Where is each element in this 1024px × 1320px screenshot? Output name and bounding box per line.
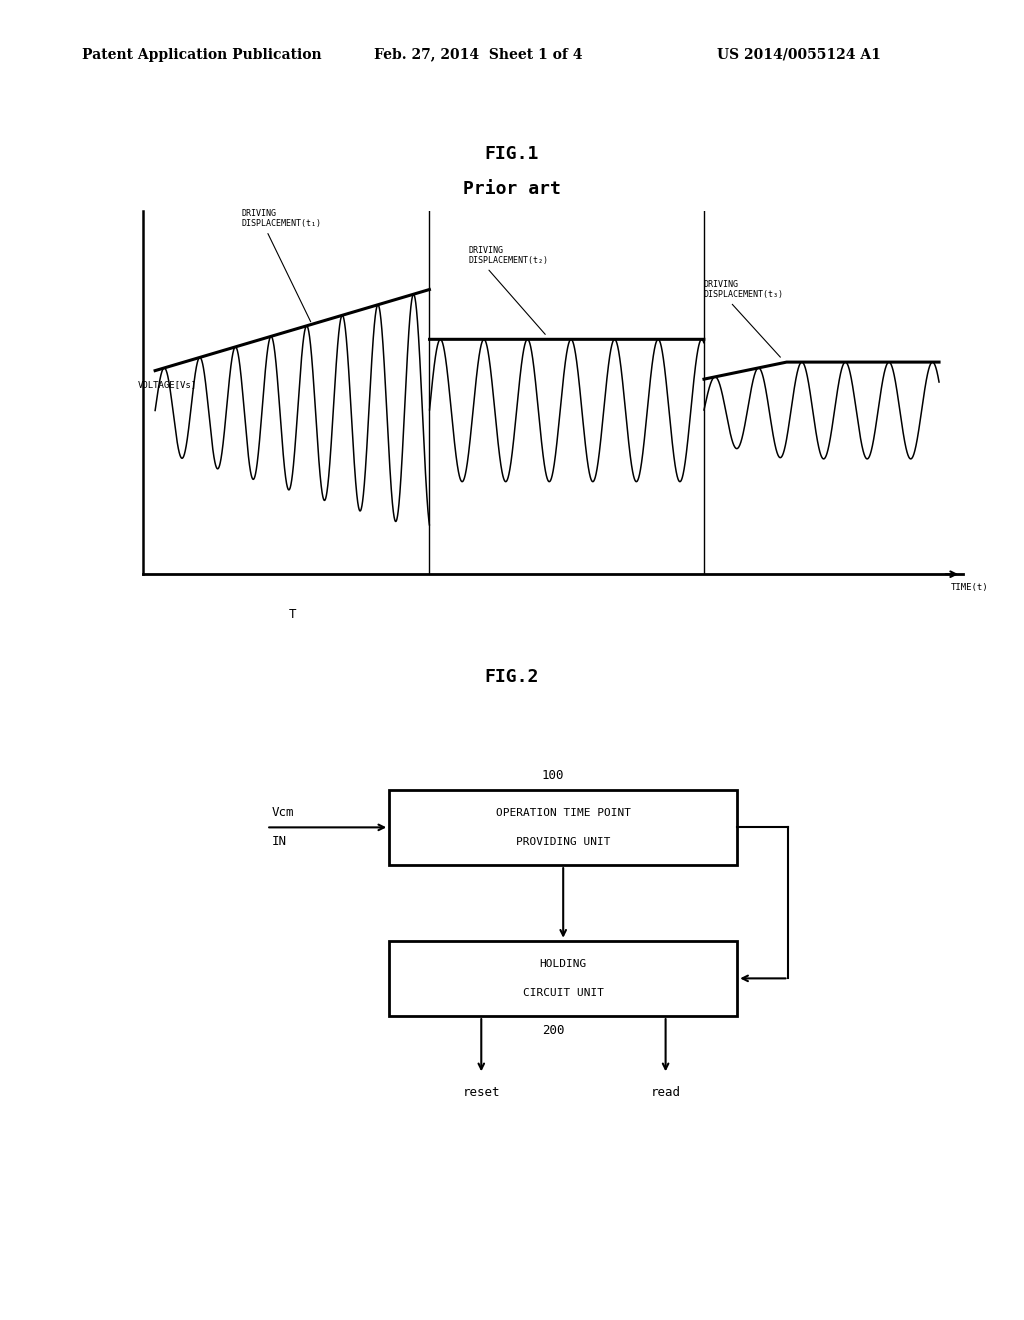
Text: IN: IN — [271, 836, 287, 849]
Text: reset: reset — [463, 1086, 500, 1098]
Bar — [389, 789, 737, 865]
Text: DRIVING
DISPLACEMENT(t₁): DRIVING DISPLACEMENT(t₁) — [242, 209, 322, 322]
Text: PROVIDING UNIT: PROVIDING UNIT — [516, 837, 610, 847]
Text: Vcm: Vcm — [271, 807, 294, 820]
Text: FIG.2: FIG.2 — [484, 668, 540, 686]
Text: HOLDING: HOLDING — [540, 958, 587, 969]
Text: Patent Application Publication: Patent Application Publication — [82, 48, 322, 62]
Text: read: read — [650, 1086, 681, 1098]
Text: OPERATION TIME POINT: OPERATION TIME POINT — [496, 808, 631, 818]
Text: VOLTAGE[Vs]: VOLTAGE[Vs] — [138, 380, 197, 389]
Text: DRIVING
DISPLACEMENT(t₃): DRIVING DISPLACEMENT(t₃) — [703, 280, 783, 358]
Text: Prior art: Prior art — [463, 180, 561, 198]
Text: US 2014/0055124 A1: US 2014/0055124 A1 — [717, 48, 881, 62]
Bar — [389, 941, 737, 1016]
Text: DRIVING
DISPLACEMENT(t₂): DRIVING DISPLACEMENT(t₂) — [469, 246, 549, 334]
Text: T: T — [289, 609, 296, 622]
Text: CIRCUIT UNIT: CIRCUIT UNIT — [522, 987, 604, 998]
Text: 200: 200 — [542, 1024, 564, 1038]
Text: Feb. 27, 2014  Sheet 1 of 4: Feb. 27, 2014 Sheet 1 of 4 — [374, 48, 583, 62]
Text: FIG.1: FIG.1 — [484, 145, 540, 164]
Text: 100: 100 — [542, 768, 564, 781]
Text: TIME(t): TIME(t) — [951, 582, 988, 591]
